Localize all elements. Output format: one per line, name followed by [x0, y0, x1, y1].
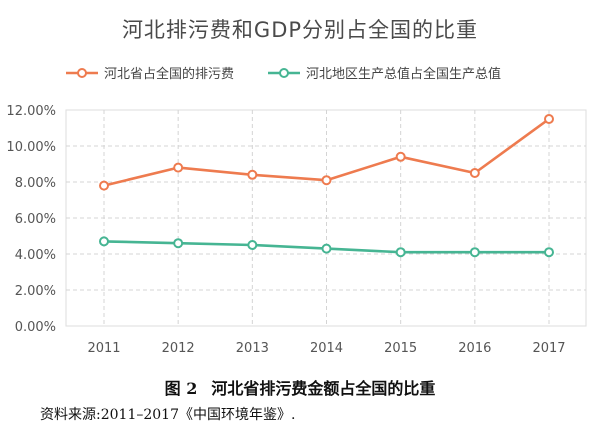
source-note: 资料来源:2011–2017《中国环境年鉴》. [40, 407, 296, 423]
y-tick-label: 2.00% [15, 284, 56, 299]
data-point [321, 243, 332, 254]
data-point [173, 162, 184, 173]
data-point [469, 247, 480, 258]
line-chart: 0.00% 2.00% 4.00% 6.00% 8.00% 10.00% 12.00% 201… [6, 66, 587, 356]
x-tick-label: 2015 [384, 341, 417, 356]
chart-title: 河北排污费和GDP分别占全国的比重 [121, 18, 479, 42]
legend-label: 河北地区生产总值占全国生产总值 [306, 66, 501, 82]
x-tick-label: 2011 [87, 341, 120, 356]
y-tick-label: 6.00% [15, 212, 56, 227]
x-tick-label: 2016 [458, 341, 491, 356]
data-point [247, 240, 258, 250]
data-point [544, 114, 554, 124]
y-tick-label: 10.00% [6, 140, 56, 155]
data-point [395, 247, 406, 258]
data-point [469, 168, 480, 178]
figure-number: 图 2 [164, 379, 198, 398]
data-point [173, 238, 184, 249]
data-point [544, 247, 554, 258]
legend-marker [279, 68, 289, 78]
data-point [99, 236, 109, 247]
y-tick-label: 8.00% [15, 176, 56, 191]
y-tick-label: 12.00% [6, 104, 56, 119]
x-tick-label: 2017 [532, 341, 565, 356]
legend-marker [77, 68, 87, 78]
data-point [321, 175, 332, 186]
y-tick-label: 4.00% [15, 248, 56, 263]
x-tick-label: 2014 [310, 341, 343, 356]
figure-caption-text: 河北省排污费金额占全国的比重 [211, 379, 436, 398]
data-point [395, 151, 406, 162]
figure-caption: 图 2 河北省排污费金额占全国的比重 [0, 375, 600, 399]
legend-label: 河北省占全国的排污费 [104, 66, 234, 82]
x-tick-label: 2012 [162, 341, 195, 356]
data-point [247, 169, 258, 180]
data-point [99, 180, 109, 191]
x-tick-label: 2013 [236, 341, 269, 356]
y-tick-label: 0.00% [15, 320, 56, 335]
